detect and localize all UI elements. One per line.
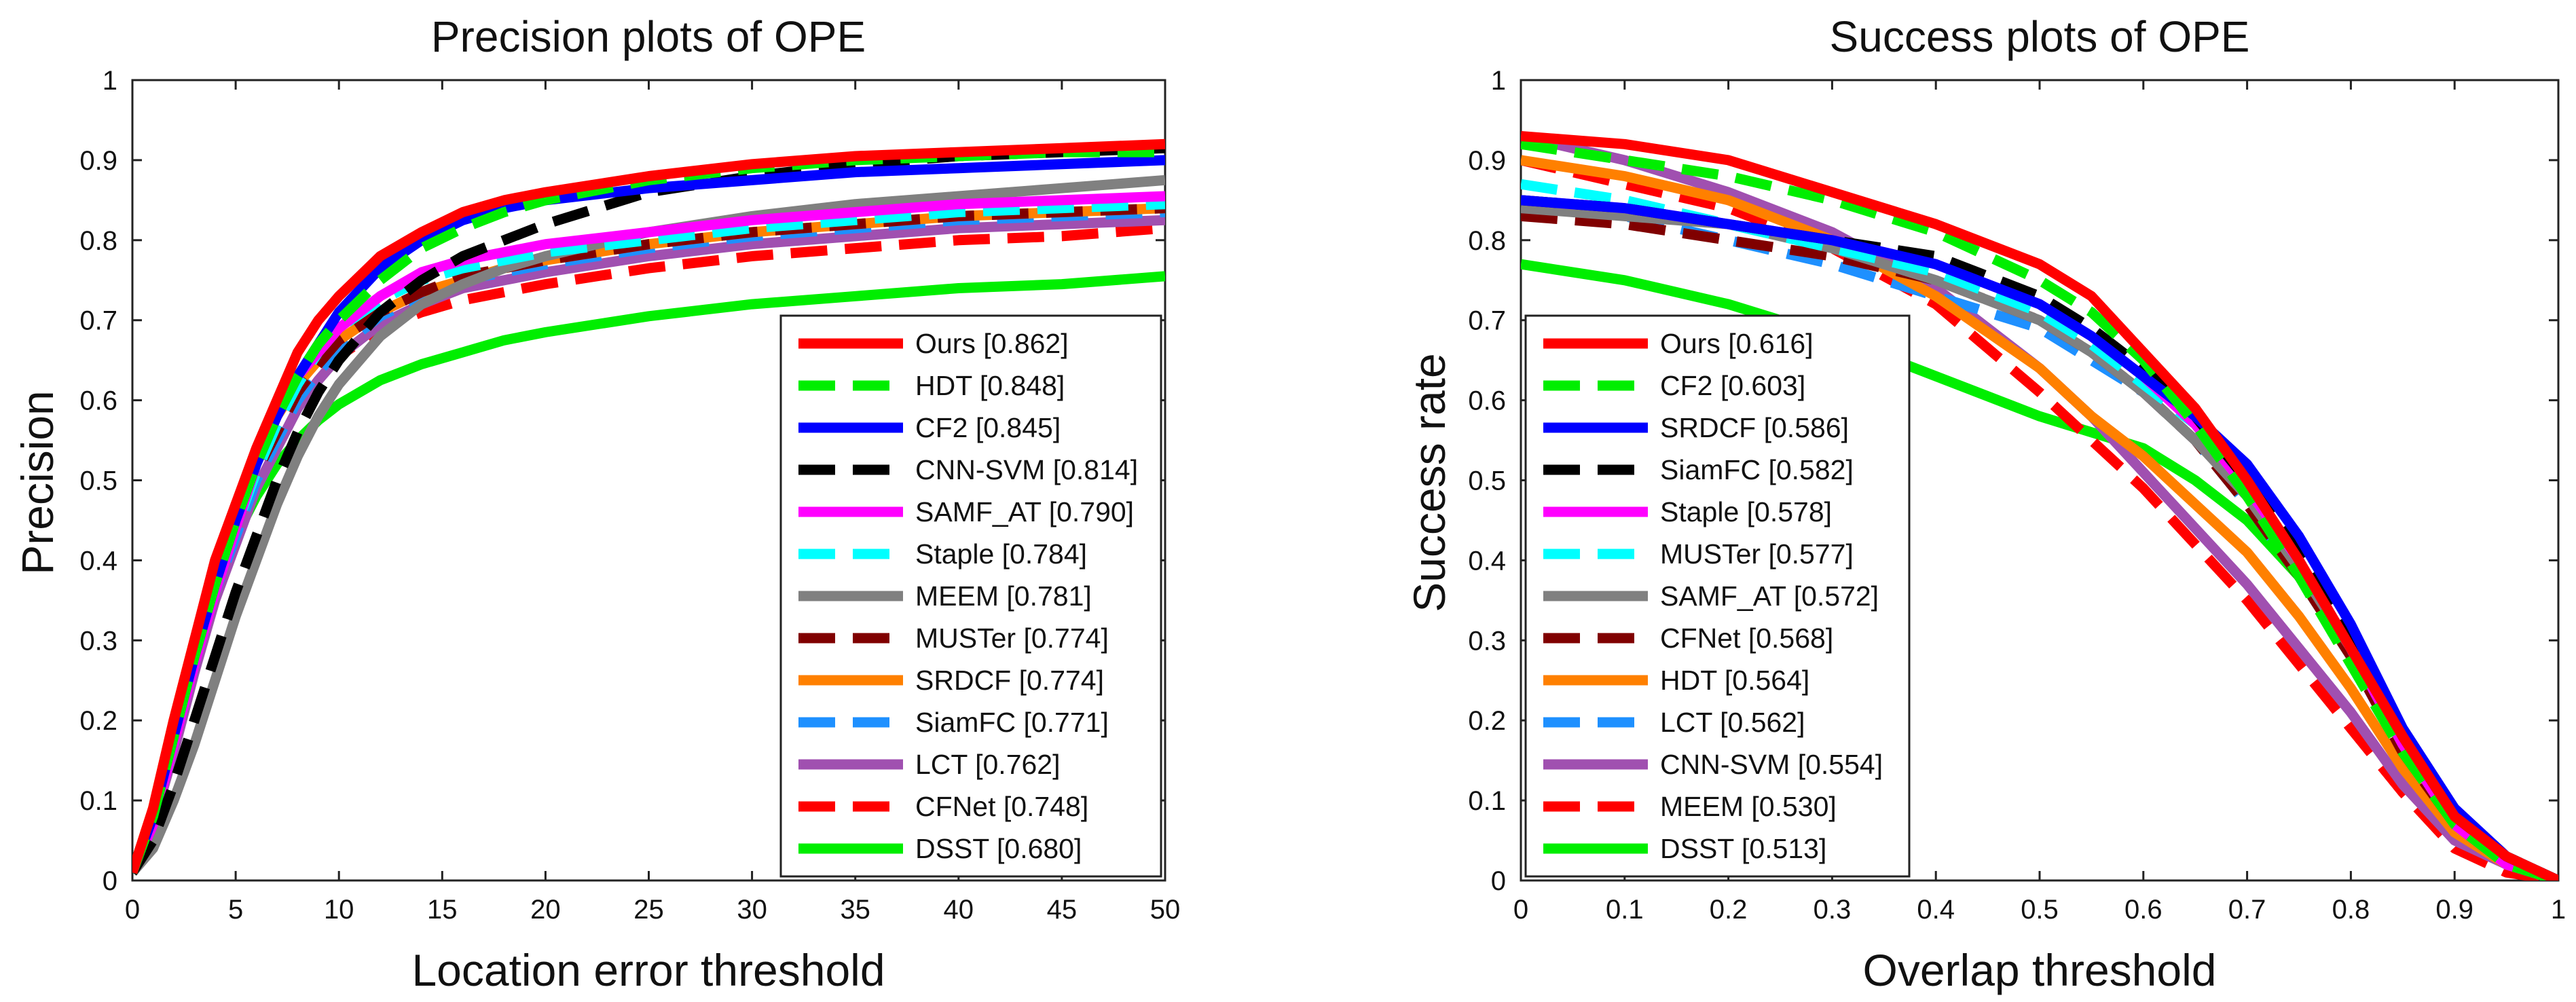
precision-y-tick-label: 0.9 [79,146,117,176]
success-x-tick-label: 0.5 [2021,895,2059,925]
success-y-tick-label: 0.7 [1468,306,1506,336]
success-x-tick-label: 0.2 [1710,895,1748,925]
success-plot-title: Success plots of OPE [1830,12,2250,61]
precision-plot-ylabel: Precision [12,390,62,574]
precision-y-tick-label: 0.3 [79,626,117,656]
precision-y-tick-label: 1 [103,66,117,96]
precision-legend-label: MEEM [0.781] [915,580,1092,612]
precision-legend-label: CFNet [0.748] [915,791,1088,822]
success-legend-label: MUSTer [0.577] [1660,538,1854,570]
success-legend-label: Ours [0.616] [1660,328,1814,359]
precision-x-tick-label: 25 [633,895,664,925]
success-legend-label: HDT [0.564] [1660,665,1809,696]
precision-legend-label: DSST [0.680] [915,833,1082,864]
success-y-tick-label: 0.4 [1468,546,1506,576]
success-plot-ylabel: Success rate [1404,353,1454,612]
precision-legend-label: Staple [0.784] [915,538,1087,570]
precision-x-tick-label: 50 [1150,895,1181,925]
precision-x-tick-label: 10 [324,895,354,925]
precision-y-tick-label: 0.1 [79,786,117,816]
success-legend-label: CNN-SVM [0.554] [1660,749,1883,780]
success-series-line-11 [1521,155,2558,880]
precision-y-tick-label: 0 [103,866,117,896]
success-x-tick-label: 0.7 [2228,895,2266,925]
success-legend-label: SiamFC [0.582] [1660,454,1854,485]
precision-series-line-6 [132,174,1165,876]
success-x-tick-label: 0.1 [1606,895,1644,925]
precision-plot: Precision plots of OPE Location error th… [12,12,1180,995]
precision-series-lines [132,138,1165,876]
success-legend-label: SAMF_AT [0.572] [1660,580,1879,612]
success-plot: Success plots of OPE Overlap threshold S… [1404,12,2566,995]
success-x-tick-label: 0.3 [1814,895,1852,925]
success-legend-label: CF2 [0.603] [1660,370,1805,401]
success-series-line-8 [1521,155,2558,880]
precision-series-line-11 [132,223,1165,874]
precision-x-tick-label: 35 [840,895,870,925]
success-y-tick-label: 0 [1491,866,1506,896]
precision-series-line-0 [132,138,1165,874]
precision-legend-label: SiamFC [0.771] [915,707,1109,738]
precision-legend: Ours [0.862] HDT [0.848] CF2 [0.845] CNN-SV… [779,314,1162,878]
precision-legend-label: Ours [0.862] [915,328,1069,359]
precision-legend-label: SRDCF [0.774] [915,665,1104,696]
success-x-tick-label: 0.4 [1917,895,1955,925]
success-legend-label: CFNet [0.568] [1660,623,1833,654]
success-legend-label: SRDCF [0.586] [1660,412,1849,443]
precision-plot-title: Precision plots of OPE [431,12,866,61]
precision-x-tick-label: 45 [1047,895,1078,925]
precision-x-tick-label: 30 [737,895,767,925]
precision-legend-label: MUSTer [0.774] [915,623,1109,654]
precision-legend-label: CF2 [0.845] [915,412,1061,443]
success-legend-label: DSST [0.513] [1660,833,1826,864]
success-x-tick-label: 0.6 [2124,895,2163,925]
precision-y-tick-label: 0.5 [79,466,117,496]
precision-x-tick-label: 40 [944,895,974,925]
precision-legend-label: LCT [0.762] [915,749,1061,780]
success-y-tick-label: 0.1 [1468,786,1506,816]
success-series-line-1 [1521,138,2558,880]
precision-series-line-3 [132,143,1165,876]
success-series-line-0 [1521,131,2558,880]
precision-plot-xlabel: Location error threshold [411,945,885,995]
precision-y-tick-label: 0.7 [79,306,117,336]
success-legend-label: LCT [0.562] [1660,707,1805,738]
success-x-tick-label: 0.8 [2332,895,2370,925]
success-y-tick-label: 0.2 [1468,706,1506,736]
precision-x-tick-label: 5 [228,895,243,925]
precision-y-tick-label: 0.4 [79,546,117,576]
precision-y-tick-label: 0.2 [79,706,117,736]
precision-x-tick-label: 0 [125,895,140,925]
success-y-tick-label: 0.8 [1468,226,1506,256]
precision-legend-label: HDT [0.848] [915,370,1065,401]
success-y-tick-label: 0.6 [1468,386,1506,416]
success-legend: Ours [0.616] CF2 [0.603] SRDCF [0.586] Siam… [1524,314,1911,878]
success-series-line-10 [1521,131,2558,880]
precision-legend-label: CNN-SVM [0.814] [915,454,1138,485]
precision-x-tick-label: 15 [427,895,458,925]
success-x-tick-label: 1 [2551,895,2566,925]
precision-y-tick-label: 0.6 [79,386,117,416]
success-y-tick-label: 1 [1491,66,1506,96]
success-x-tick-label: 0 [1513,895,1528,925]
precision-x-tick-label: 20 [530,895,561,925]
success-y-tick-label: 0.5 [1468,466,1506,496]
success-plot-xlabel: Overlap threshold [1863,945,2217,995]
precision-series-line-7 [132,203,1165,875]
success-x-tick-label: 0.9 [2435,895,2473,925]
success-y-tick-label: 0.9 [1468,146,1506,176]
success-legend-label: Staple [0.578] [1660,496,1832,527]
precision-y-tick-label: 0.8 [79,226,117,256]
success-y-tick-label: 0.3 [1468,626,1506,656]
precision-legend-label: SAMF_AT [0.790] [915,496,1134,527]
success-legend-label: MEEM [0.530] [1660,791,1837,822]
